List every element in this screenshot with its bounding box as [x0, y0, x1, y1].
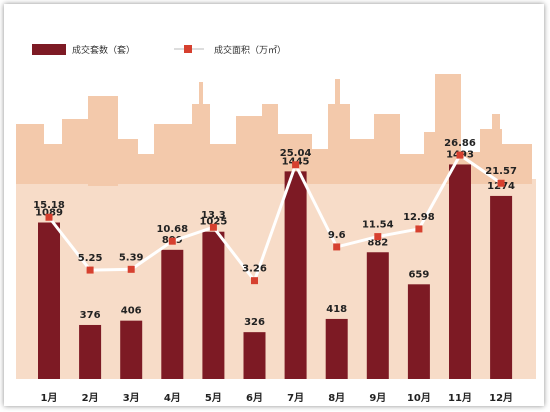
- line-value-label: 9.6: [328, 230, 346, 241]
- bar: [407, 284, 430, 379]
- line-marker: [374, 233, 382, 241]
- line-marker: [456, 151, 464, 159]
- legend: 成交套数（套） 成交面积（万㎡）: [32, 44, 286, 56]
- bar: [161, 249, 184, 379]
- x-tick-label: 10月: [407, 392, 431, 404]
- bar-value-label: 418: [326, 304, 347, 315]
- bar: [366, 252, 389, 379]
- bar: [284, 171, 307, 379]
- line-marker: [292, 161, 300, 169]
- line-value-label: 5.39: [119, 252, 144, 263]
- x-tick-label: 5月: [205, 392, 222, 404]
- x-tick-label: 8月: [328, 392, 345, 404]
- line-value-label: 26.86: [444, 138, 476, 149]
- x-tick-label: 12月: [489, 392, 513, 404]
- line-marker: [415, 225, 423, 233]
- line-marker: [497, 179, 505, 187]
- bar-value-label: 659: [408, 269, 429, 280]
- x-tick-label: 2月: [82, 392, 99, 404]
- chart-frame: 成交套数（套） 成交面积（万㎡） 10893764068991025326144…: [4, 4, 544, 406]
- line-value-label: 25.04: [280, 148, 312, 159]
- line-marker: [209, 223, 217, 231]
- line-labels: 15.18 5.25 5.39 10.68 13.3 3.26 25.04 9.6 11.54 1…: [33, 138, 517, 275]
- x-axis: 1月 2月 3月 4月 5月 6月 7月 8月 9月 10月 11月 12月: [41, 392, 514, 404]
- bar: [449, 164, 471, 379]
- line-value-label: 5.25: [78, 253, 103, 264]
- bar-value-label: 882: [367, 237, 388, 248]
- x-tick-label: 1月: [41, 392, 58, 404]
- line-value-label: 12.98: [403, 212, 435, 223]
- legend-marker-swatch: [184, 45, 192, 53]
- bar: [79, 324, 102, 379]
- line-marker: [333, 243, 341, 251]
- line-marker: [127, 265, 135, 273]
- line-value-label: 13.3: [201, 210, 226, 221]
- bar: [202, 231, 225, 379]
- bar: [243, 332, 266, 379]
- bar: [120, 320, 143, 379]
- line-series: [45, 151, 505, 285]
- x-tick-label: 11月: [448, 392, 472, 404]
- x-tick-label: 4月: [164, 392, 181, 404]
- line-marker: [86, 266, 94, 274]
- x-tick-label: 3月: [123, 392, 140, 404]
- area-line: [47, 152, 502, 284]
- line-value-label: 11.54: [362, 220, 394, 231]
- bar-value-label: 1025: [199, 217, 227, 228]
- x-tick-label: 9月: [369, 392, 386, 404]
- bar-value-label: 1089: [35, 208, 63, 219]
- legend-bar-swatch: [32, 44, 66, 55]
- line-value-label: 10.68: [156, 224, 188, 235]
- bar: [38, 222, 60, 379]
- line-marker: [251, 277, 258, 285]
- bar-series: [38, 164, 513, 379]
- bar: [325, 318, 348, 379]
- legend-bar-label: 成交套数（套）: [72, 44, 135, 56]
- line-value-label: 21.57: [485, 166, 517, 177]
- x-tick-label: 6月: [246, 392, 263, 404]
- combo-chart: 成交套数（套） 成交面积（万㎡） 10893764068991025326144…: [16, 44, 536, 404]
- bar: [490, 195, 513, 379]
- line-marker: [168, 237, 176, 245]
- line-value-label: 3.26: [242, 264, 267, 275]
- x-tick-label: 7月: [287, 392, 304, 404]
- bar-value-label: 406: [121, 306, 142, 317]
- legend-line-label: 成交面积（万㎡）: [214, 44, 286, 56]
- line-marker: [45, 213, 53, 221]
- bar-value-label: 376: [80, 310, 101, 321]
- line-value-label: 15.18: [33, 200, 65, 211]
- bar-value-label: 326: [244, 317, 265, 328]
